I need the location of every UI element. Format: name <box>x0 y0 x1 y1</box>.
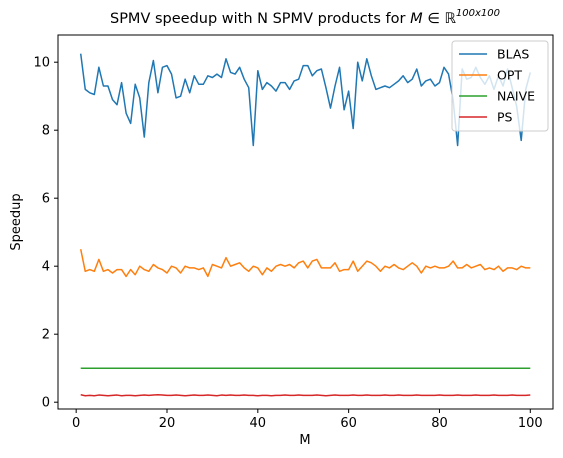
y-tick-label: 4 <box>42 260 50 275</box>
y-tick-label: 8 <box>42 124 50 139</box>
series-line-opt <box>79 249 531 278</box>
y-tick-label: 6 <box>42 192 50 207</box>
y-axis: 0 2 4 6 8 10 <box>33 56 58 411</box>
plot-frame <box>57 34 554 410</box>
x-tick-label: 20 <box>159 416 176 431</box>
legend-label-naive: NAIVE <box>497 89 535 104</box>
chart-title-superscript: 100x100 <box>456 8 500 19</box>
y-tick-label: 2 <box>42 328 50 343</box>
y-axis-label: Speedup <box>9 193 24 250</box>
legend-label-opt: OPT <box>497 68 522 83</box>
legend-label-blas: BLAS <box>497 47 529 62</box>
chart-title: SPMV speedup with N SPMV products for M … <box>110 8 500 27</box>
x-tick-label: 100 <box>518 416 543 431</box>
x-tick-label: 0 <box>72 416 80 431</box>
chart-title-math: M ∈ ℝ <box>410 11 456 27</box>
y-tick-label: 10 <box>33 56 50 71</box>
x-tick-label: 60 <box>340 416 357 431</box>
plot-area <box>57 34 554 410</box>
y-tick-label: 0 <box>42 396 50 411</box>
x-axis-label: M <box>299 433 310 448</box>
x-tick-label: 40 <box>250 416 267 431</box>
chart-title-text: SPMV speedup with N SPMV products for <box>110 11 410 27</box>
x-tick-label: 80 <box>431 416 448 431</box>
legend-box <box>451 40 549 132</box>
series-line-ps <box>80 393 531 397</box>
x-axis: 0 20 40 60 80 100 <box>72 409 543 431</box>
legend-label-ps: PS <box>497 110 513 125</box>
legend: BLAS OPT NAIVE PS <box>451 40 549 132</box>
